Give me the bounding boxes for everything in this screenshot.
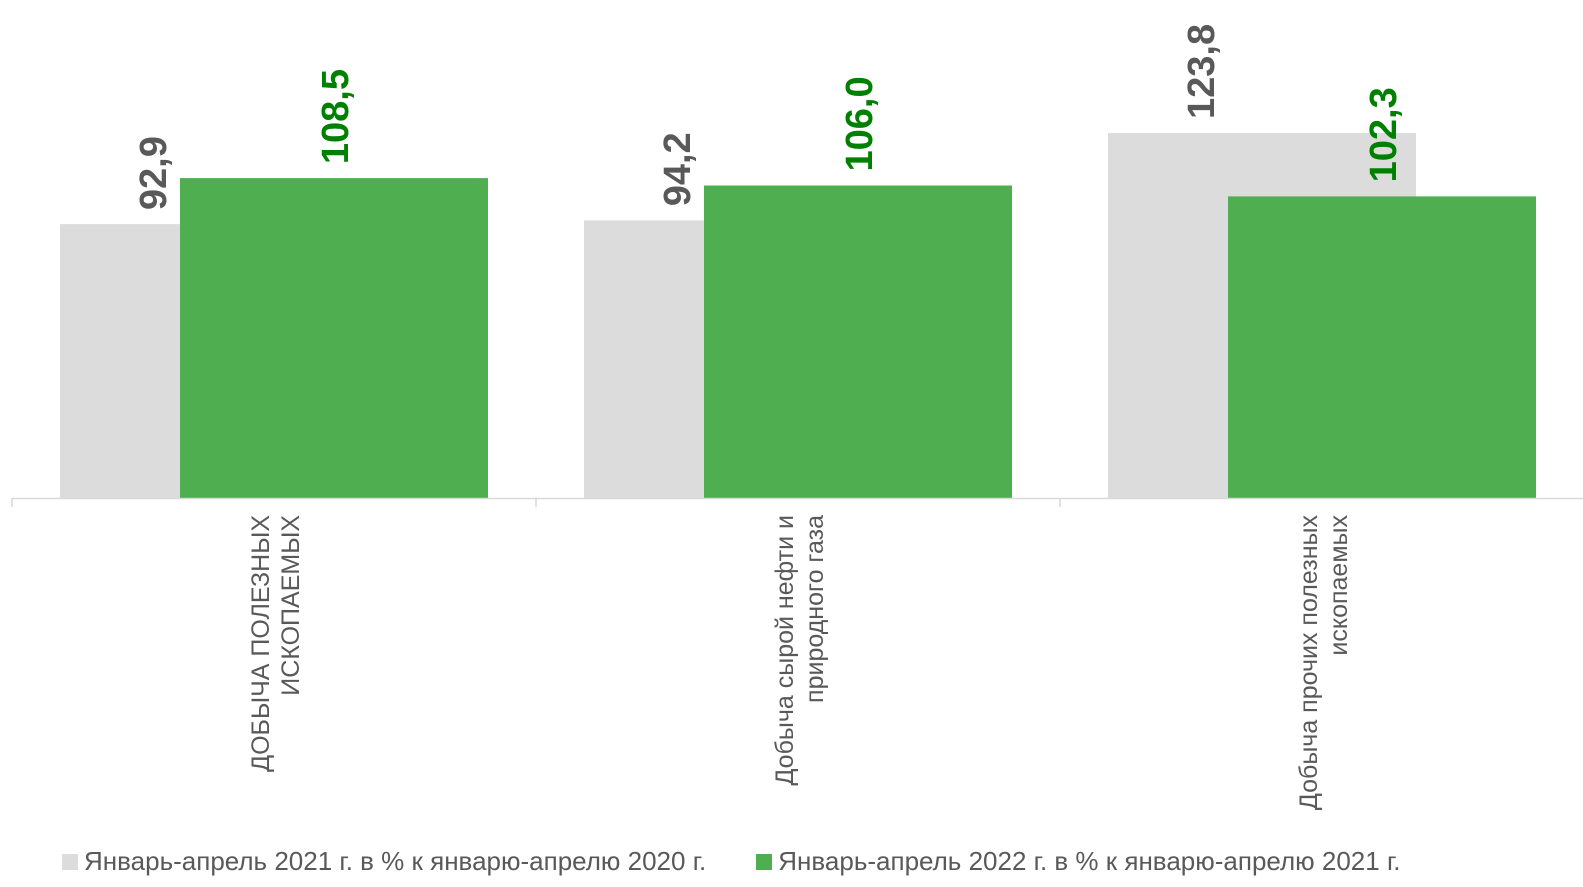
legend-item-2021: Январь-апрель 2021 г. в % к январю-апрел… [62, 846, 706, 877]
category-label-2: Добыча прочих полезныхископаемых [1295, 515, 1353, 811]
value-label-2022-2: 102,3 [1363, 87, 1405, 182]
value-label-2021-2: 123,8 [1181, 24, 1223, 119]
category-label-0: ДОБЫЧА ПОЛЕЗНЫХИСКОПАЕМЫХ [247, 515, 305, 772]
value-label-2021-1: 94,2 [657, 132, 699, 206]
legend-swatch-2022 [756, 853, 773, 870]
legend-swatch-2021 [62, 853, 78, 870]
category-labels-layer: ДОБЫЧА ПОЛЕЗНЫХИСКОПАЕМЫХ Добыча сырой не… [247, 515, 1353, 811]
legend: Январь-апрель 2021 г. в % к январю-апрел… [62, 846, 1451, 877]
bar-2022-1 [704, 185, 1012, 499]
value-label-2022-0: 108,5 [315, 69, 357, 164]
legend-label-2021: Январь-апрель 2021 г. в % к январю-апрел… [84, 846, 707, 876]
category-label-1: Добыча сырой нефти иприродного газа [771, 515, 829, 786]
bars-layer [60, 133, 1536, 499]
bar-2022-0 [180, 178, 488, 498]
bar-chart: 92,9 108,5 94,2 106,0 123,8 102,3 ДОБЫЧА ПОЛЕ… [11, 24, 1583, 811]
bar-2022-2 [1228, 196, 1536, 498]
value-label-2021-0: 92,9 [133, 136, 175, 210]
value-labels-layer: 92,9 108,5 94,2 106,0 123,8 102,3 [133, 24, 1405, 210]
x-axis [11, 497, 1583, 507]
legend-item-2022: Январь-апрель 2022 г. в % к январю-апрел… [756, 846, 1401, 877]
value-label-2022-1: 106,0 [839, 76, 881, 171]
legend-label-2022: Январь-апрель 2022 г. в % к январю-апрел… [778, 846, 1401, 876]
